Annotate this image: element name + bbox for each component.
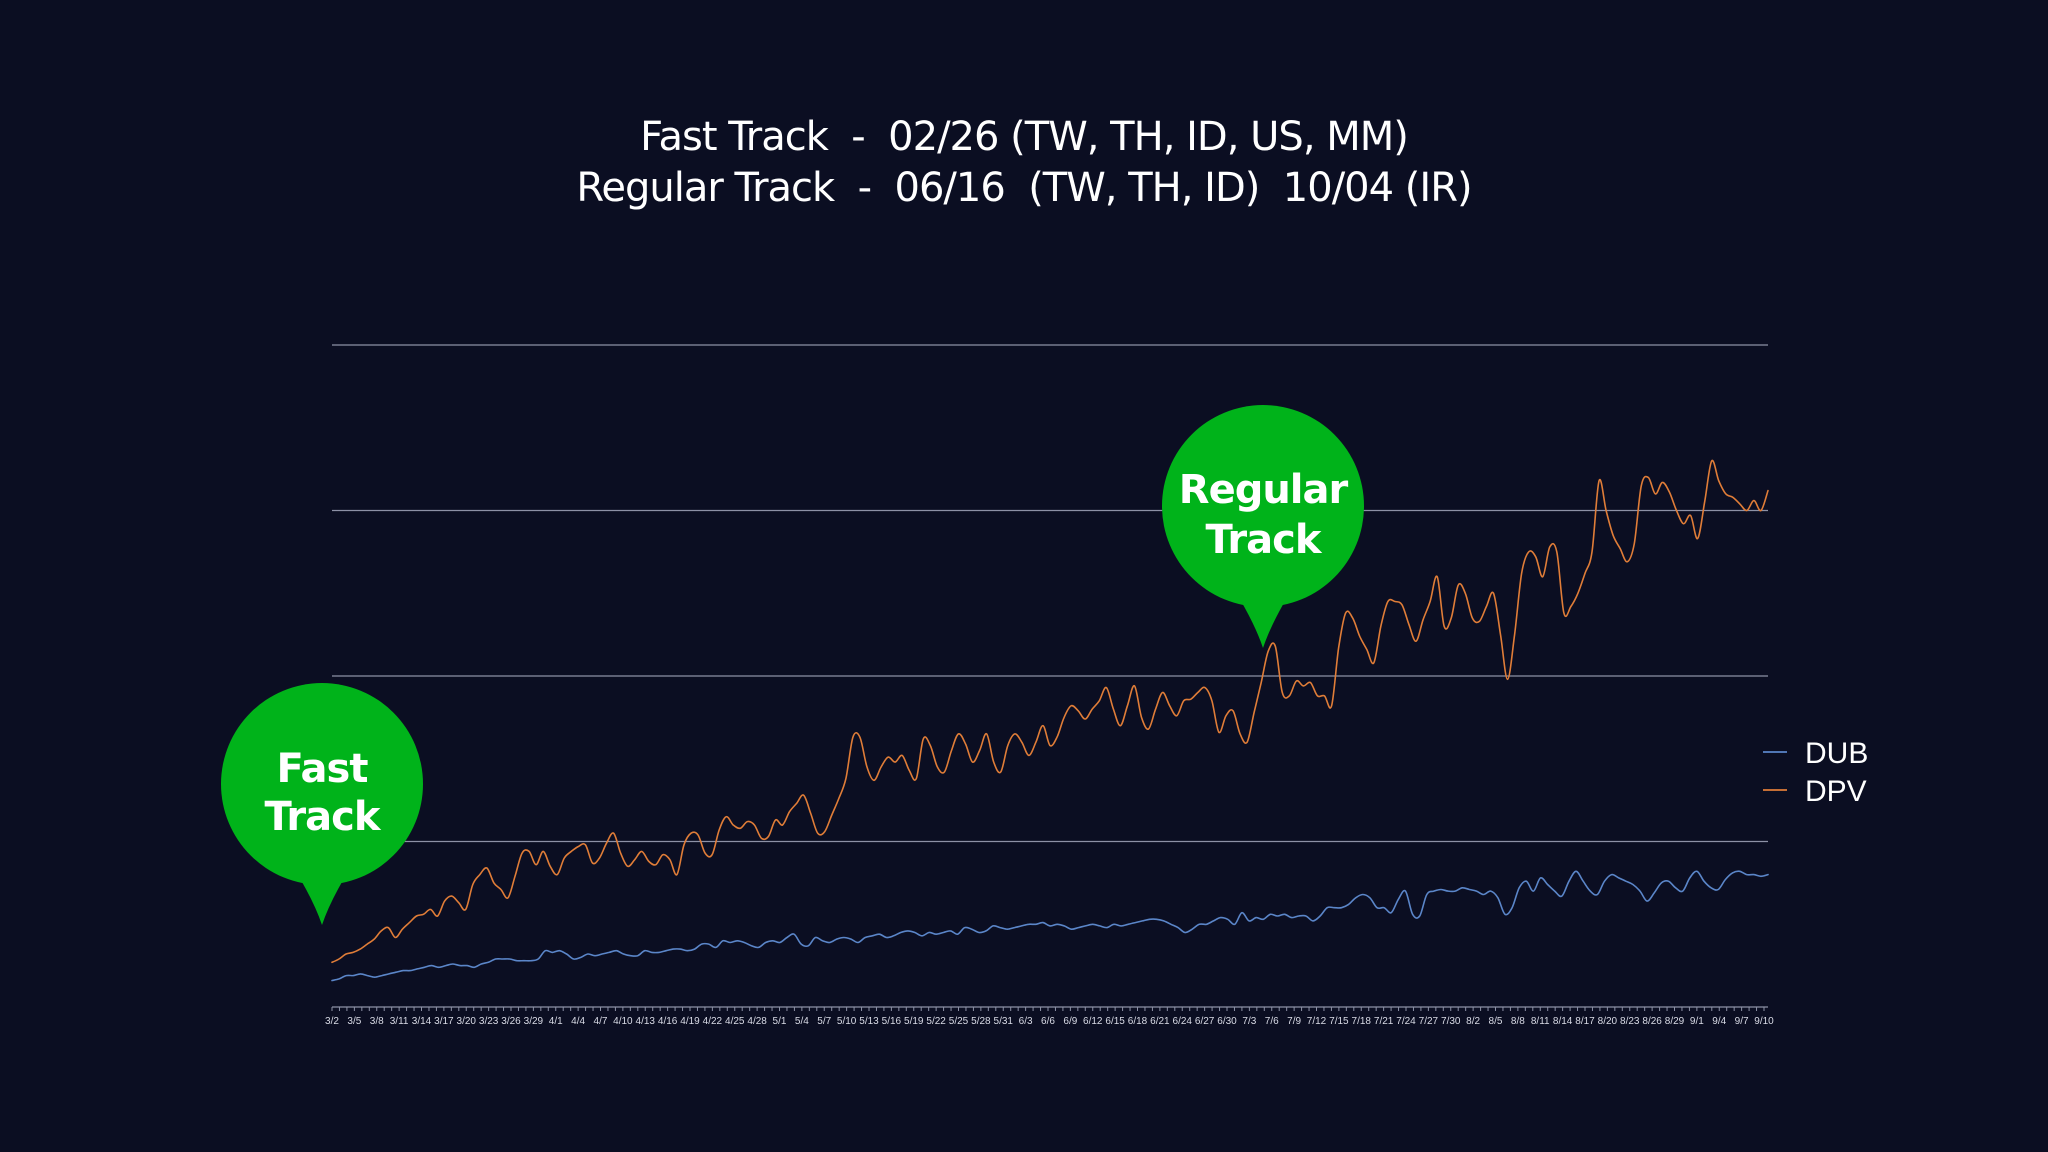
callout-label: Track [265, 794, 382, 840]
x-tick-label: 3/23 [479, 1016, 499, 1027]
x-tick-label: 3/17 [434, 1016, 454, 1027]
x-tick-label: 9/1 [1690, 1016, 1704, 1027]
x-tick-label: 8/8 [1511, 1016, 1525, 1027]
x-tick-label: 5/19 [904, 1016, 924, 1027]
x-tick-label: 4/10 [613, 1016, 633, 1027]
x-tick-label: 4/7 [594, 1016, 608, 1027]
x-tick-label: 4/28 [747, 1016, 767, 1027]
x-tick-label: 3/14 [412, 1016, 432, 1027]
x-tick-label: 5/16 [882, 1016, 902, 1027]
x-tick-label: 9/10 [1754, 1016, 1774, 1027]
gridlines [332, 344, 1768, 843]
x-tick-label: 4/19 [680, 1016, 700, 1027]
x-tick-label: 5/31 [994, 1016, 1014, 1027]
series-lines [331, 459, 1769, 982]
x-tick-label: 7/9 [1287, 1016, 1301, 1027]
x-tick-label: 7/21 [1374, 1016, 1394, 1027]
x-tick-label: 6/6 [1041, 1016, 1055, 1027]
x-tick-label: 8/2 [1466, 1016, 1480, 1027]
legend-label-dub: DUB [1805, 737, 1868, 770]
x-tick-label: 7/3 [1242, 1016, 1256, 1027]
x-tick-label: 3/11 [390, 1016, 409, 1027]
x-tick-label: 9/4 [1712, 1016, 1726, 1027]
callout-label: Fast [277, 746, 369, 792]
x-tick-label: 6/3 [1019, 1016, 1033, 1027]
x-tick-label: 6/15 [1105, 1016, 1125, 1027]
series-line-dub [331, 870, 1769, 982]
x-tick-label: 8/14 [1553, 1016, 1573, 1027]
x-tick-label: 5/25 [949, 1016, 969, 1027]
x-tick-label: 7/30 [1441, 1016, 1461, 1027]
x-tick-label: 6/9 [1063, 1016, 1077, 1027]
x-tick-label: 7/24 [1396, 1016, 1416, 1027]
x-tick-label: 6/30 [1217, 1016, 1237, 1027]
x-tick-label: 9/7 [1735, 1016, 1749, 1027]
x-tick-label: 5/13 [859, 1016, 879, 1027]
x-tick-label: 4/25 [725, 1016, 745, 1027]
x-tick-label: 3/8 [370, 1016, 384, 1027]
x-tick-label: 3/20 [457, 1016, 477, 1027]
x-tick-label: 4/22 [703, 1016, 723, 1027]
x-tick-label: 3/26 [501, 1016, 521, 1027]
x-tick-label: 5/22 [926, 1016, 946, 1027]
x-tick-label: 5/1 [773, 1016, 787, 1027]
x-tick-label: 4/4 [571, 1016, 585, 1027]
x-tick-label: 7/12 [1307, 1016, 1327, 1027]
title-line-regular-track: Regular Track - 06/16 (TW, TH, ID) 10/04… [576, 165, 1472, 211]
x-tick-label: 8/23 [1620, 1016, 1640, 1027]
x-tick-label: 5/7 [817, 1016, 831, 1027]
x-tick-label: 6/12 [1083, 1016, 1103, 1027]
callout-pointer [1225, 575, 1301, 648]
callout-label: Track [1206, 517, 1323, 563]
x-tick-label: 4/16 [658, 1016, 678, 1027]
x-tick-label: 4/1 [549, 1016, 563, 1027]
x-tick-label: 6/21 [1150, 1016, 1170, 1027]
callout-pointer [284, 853, 360, 925]
x-tick-label: 5/28 [971, 1016, 991, 1027]
chart-title: Fast Track - 02/26 (TW, TH, ID, US, MM) … [0, 112, 2048, 214]
x-tick-label: 3/29 [524, 1016, 544, 1027]
x-tick-label: 4/13 [636, 1016, 656, 1027]
x-axis: 3/2 3/5 3/8 3/11 3/14 3/17 3/20 3/23 3/26 3/29 4/1… [325, 1006, 1774, 1027]
x-tick-label: 6/18 [1128, 1016, 1148, 1027]
x-tick-label: 7/27 [1419, 1016, 1439, 1027]
x-tick-label: 5/4 [795, 1016, 809, 1027]
x-tick-label: 8/26 [1642, 1016, 1662, 1027]
x-tick-label: 5/10 [837, 1016, 857, 1027]
x-tick-label: 3/2 [325, 1016, 339, 1027]
series-line-dpv [331, 459, 1769, 964]
x-tick-label: 8/5 [1489, 1016, 1503, 1027]
callout-bubble [221, 683, 423, 885]
x-tick-label: 6/24 [1173, 1016, 1193, 1027]
x-tick-label: 8/17 [1575, 1016, 1595, 1027]
callout-bubble [1162, 405, 1364, 607]
legend-label-dpv: DPV [1805, 775, 1867, 808]
callout-label: Regular [1179, 467, 1349, 513]
x-tick-label: 7/18 [1352, 1016, 1372, 1027]
x-tick-label: 3/5 [347, 1016, 361, 1027]
x-tick-label: 6/27 [1195, 1016, 1215, 1027]
x-tick-label: 7/6 [1265, 1016, 1279, 1027]
x-tick-label: 8/11 [1531, 1016, 1550, 1027]
legend: DUB DPV [1763, 737, 1868, 808]
title-line-fast-track: Fast Track - 02/26 (TW, TH, ID, US, MM) [640, 114, 1409, 160]
x-tick-label: 8/20 [1598, 1016, 1618, 1027]
x-tick-label: 8/29 [1665, 1016, 1685, 1027]
x-tick-label: 7/15 [1329, 1016, 1349, 1027]
